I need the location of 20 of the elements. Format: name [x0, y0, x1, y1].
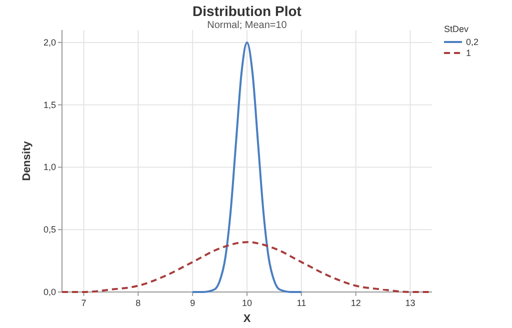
y-tick-label: 2,0 — [43, 37, 56, 48]
x-tick-label: 8 — [136, 298, 141, 308]
x-tick-label: 11 — [296, 298, 306, 308]
y-axis-title: Density — [21, 140, 33, 181]
y-tick-label: 1,0 — [43, 162, 56, 172]
x-axis-title: X — [243, 313, 252, 325]
y-tick-label: 0,5 — [43, 224, 56, 235]
x-tick-label: 7 — [81, 298, 86, 308]
line-series — [192, 41, 302, 293]
y-tick-label: 0,0 — [43, 287, 56, 297]
legend-title: StDev — [444, 24, 470, 34]
x-tick-label: 13 — [405, 298, 416, 308]
y-tick-label: 1,5 — [43, 100, 56, 110]
chart-subtitle: Normal; Mean=10 — [207, 20, 288, 31]
x-tick-label: 9 — [190, 298, 196, 308]
x-tick-label: 10 — [242, 298, 252, 308]
legend-label: 0,2 — [466, 37, 479, 47]
chart-title: Distribution Plot — [192, 3, 302, 19]
x-tick-label: 12 — [350, 298, 361, 308]
legend-label: 1 — [466, 48, 472, 58]
